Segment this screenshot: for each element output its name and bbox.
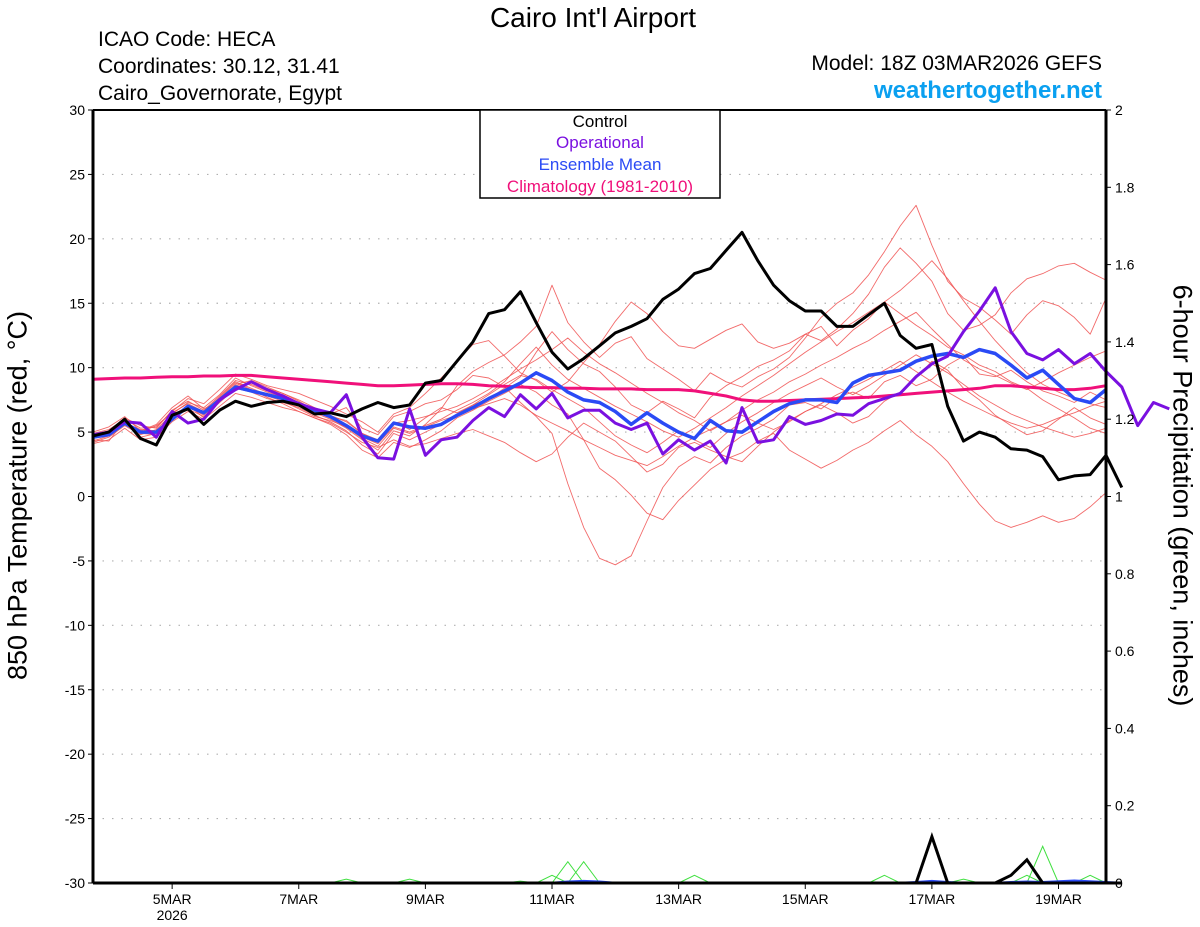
y-tick-label-right: 1.8	[1115, 179, 1135, 195]
precip-member-spike	[678, 874, 711, 884]
legend: Control Operational Ensemble Mean Climat…	[479, 109, 721, 199]
model-run-label: Model: 18Z 03MAR2026 GEFS	[811, 52, 1102, 75]
precip-member-spike	[1010, 874, 1043, 884]
y-tick-label-right: 0	[1115, 875, 1123, 891]
climatology-line	[92, 373, 1107, 403]
precip-member-spike	[868, 874, 901, 884]
y-tick-label-right: 1.2	[1115, 411, 1135, 427]
y-tick-label-left: -20	[65, 746, 85, 762]
y-tick-label-right: 1.4	[1115, 334, 1135, 350]
x-tick-label: 19MAR	[1035, 891, 1082, 907]
y-tick-label-left: 15	[69, 295, 85, 311]
y-axis-left-label: 850 hPa Temperature (red, °C)	[2, 311, 33, 680]
y-tick-label-right: 2	[1115, 102, 1123, 118]
y-tick-label-left: 25	[69, 166, 85, 182]
x-tick-sublabel: 2026	[157, 907, 188, 923]
y-tick-label-right: 0.2	[1115, 798, 1135, 814]
y-tick-label-left: -15	[65, 682, 85, 698]
y-axis-right-label: 6-hour Precipitation (green, inches)	[1167, 284, 1198, 707]
y-tick-label-left: 5	[77, 424, 85, 440]
legend-climatology: Climatology (1981-2010)	[507, 177, 693, 196]
ensemble-mean-line	[92, 347, 1108, 443]
x-tick-label: 11MAR	[529, 891, 575, 907]
x-tick-label: 17MAR	[909, 891, 956, 907]
x-tick-label: 9MAR	[406, 891, 445, 907]
x-tick-label: 5MAR	[153, 891, 192, 907]
y-tick-label-left: -30	[65, 875, 85, 891]
legend-box	[479, 109, 721, 199]
y-tick-label-left: -10	[65, 617, 85, 633]
precipitation-layer	[93, 831, 1122, 885]
x-tick-label: 7MAR	[279, 891, 318, 907]
y-tick-label-right: 1.6	[1115, 257, 1135, 273]
control-line	[92, 230, 1124, 489]
precip-member-spike	[567, 860, 600, 884]
x-tick-label: 15MAR	[782, 891, 829, 907]
y-tick-label-right: 0.4	[1115, 720, 1135, 736]
x-tick-label: 13MAR	[655, 891, 702, 907]
axes: 302520151050-5-10-15-20-25-3021.81.61.41…	[65, 102, 1135, 923]
ensemble-member-line	[92, 204, 1107, 451]
coordinates: Coordinates: 30.12, 31.41	[98, 55, 340, 78]
ensemble-member-line	[92, 311, 1107, 442]
ensemble-member-line	[92, 355, 1107, 566]
chart-title: Cairo Int'l Airport	[489, 2, 697, 33]
y-tick-label-right: 0.6	[1115, 643, 1135, 659]
y-tick-label-right: 1	[1115, 489, 1123, 505]
y-tick-label-right: 0.8	[1115, 566, 1135, 582]
precip-member-spike	[551, 860, 585, 884]
grid-lines	[93, 173, 1106, 820]
y-tick-label-left: -5	[73, 553, 86, 569]
precip-member-spike	[535, 874, 569, 884]
y-tick-label-left: 30	[69, 102, 85, 118]
y-tick-label-left: 0	[77, 489, 85, 505]
legend-control: Control	[573, 112, 628, 131]
legend-operational: Operational	[556, 133, 644, 152]
precip-control-line	[93, 831, 1122, 885]
y-tick-label-left: 10	[69, 360, 85, 376]
region-label: Cairo_Governorate, Egypt	[98, 82, 342, 105]
operational-line	[92, 286, 1170, 465]
legend-ensemble-mean: Ensemble Mean	[539, 155, 662, 174]
y-tick-label-left: 20	[69, 231, 85, 247]
ensemble-member-line	[92, 260, 1107, 445]
precip-member-spike	[1026, 845, 1059, 884]
site-link[interactable]: weathertogether.net	[873, 77, 1102, 104]
icao-code: ICAO Code: HECA	[98, 28, 276, 51]
y-tick-label-left: -25	[65, 811, 85, 827]
main-series	[92, 230, 1170, 489]
